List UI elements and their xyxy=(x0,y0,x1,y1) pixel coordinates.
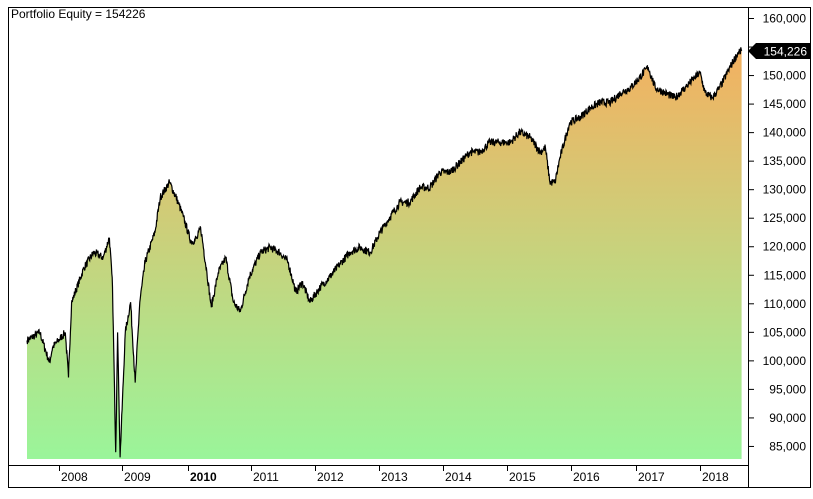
y-tick-label: 100,000 xyxy=(763,354,807,368)
y-tick-label: 90,000 xyxy=(769,411,806,425)
y-tick-label: 145,000 xyxy=(763,97,807,111)
x-tick-label: 2013 xyxy=(381,470,408,484)
x-tick-label: 2008 xyxy=(61,470,88,484)
x-tick-label: 2011 xyxy=(253,470,279,484)
last-value-marker: 154,226 xyxy=(748,42,810,59)
x-tick-label: 2016 xyxy=(573,470,600,484)
y-tick-label: 120,000 xyxy=(763,240,807,254)
x-tick-label: 2009 xyxy=(124,470,151,484)
equity-area-fill xyxy=(27,47,742,460)
equity-line-path xyxy=(26,47,743,458)
y-tick-label: 140,000 xyxy=(763,126,807,140)
x-tick-label: 2010 xyxy=(190,470,217,484)
y-tick-label: 110,000 xyxy=(764,297,807,311)
y-axis: 85,000 90,000 95,000 100,000 105,000 110,000 1… xyxy=(749,12,807,453)
equity-area xyxy=(27,47,742,460)
last-value-label: 154,226 xyxy=(764,44,808,58)
y-tick-label: 85,000 xyxy=(769,439,806,453)
chart-title: Portfolio Equity = 154226 xyxy=(11,7,146,21)
y-tick-label: 115,000 xyxy=(764,268,807,282)
x-axis: 2008 2009 2010 2011 2012 2013 2014 2015 2016 2017… xyxy=(59,466,729,484)
chart-frame xyxy=(8,7,811,488)
x-tick-label: 2017 xyxy=(638,470,665,484)
y-tick-label: 150,000 xyxy=(763,69,807,83)
x-tick-label: 2014 xyxy=(445,470,472,484)
y-tick-label: 130,000 xyxy=(763,183,807,197)
x-tick-label: 2018 xyxy=(702,470,729,484)
y-tick-label: 105,000 xyxy=(763,325,807,339)
equity-line xyxy=(26,47,743,458)
y-tick-label: 135,000 xyxy=(763,154,807,168)
y-tick-label: 160,000 xyxy=(763,12,807,26)
last-value-tag xyxy=(748,42,810,59)
y-tick-label: 95,000 xyxy=(769,382,806,396)
y-tick-label: 125,000 xyxy=(763,211,807,225)
x-tick-label: 2015 xyxy=(509,470,536,484)
x-tick-label: 2012 xyxy=(317,470,344,484)
